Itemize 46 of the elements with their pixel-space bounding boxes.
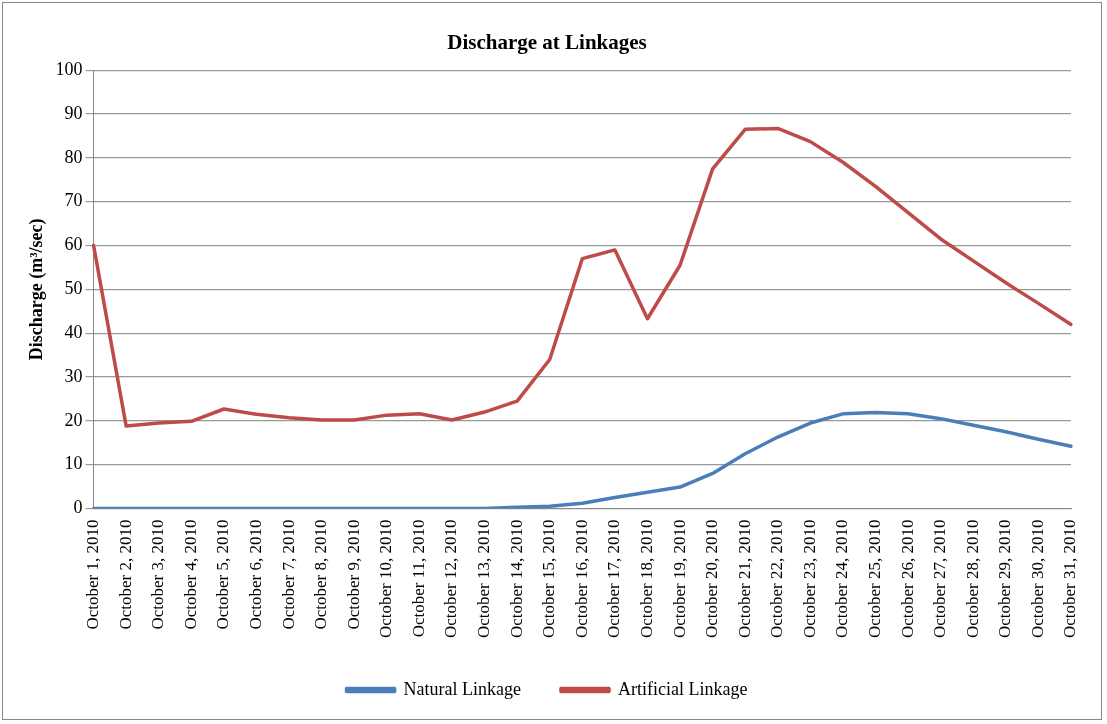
- x-tick-label: October 30, 2010: [1027, 519, 1047, 639]
- x-tick-label: October 3, 2010: [148, 519, 168, 630]
- x-tick-label: October 18, 2010: [636, 519, 656, 639]
- x-tick-label: October 9, 2010: [343, 519, 363, 630]
- x-tick-label: October 29, 2010: [995, 519, 1015, 639]
- x-tick-label: October 21, 2010: [734, 519, 754, 639]
- y-tick-label: 90: [64, 102, 83, 123]
- x-tick-label: October 4, 2010: [180, 519, 200, 630]
- y-tick-label: 80: [64, 146, 83, 167]
- x-tick-label: October 16, 2010: [571, 519, 591, 639]
- legend-label: Natural Linkage: [403, 678, 522, 699]
- y-tick-label: 70: [64, 190, 83, 211]
- x-tick-label: October 12, 2010: [441, 519, 461, 639]
- y-tick-label: 100: [55, 58, 83, 79]
- y-tick-label: 50: [64, 278, 83, 299]
- x-tick-label: October 7, 2010: [278, 519, 298, 630]
- x-tick-label: October 11, 2010: [408, 519, 428, 638]
- x-tick-label: October 14, 2010: [506, 519, 526, 639]
- x-tick-label: October 28, 2010: [962, 519, 982, 639]
- y-tick-label: 60: [64, 234, 83, 255]
- x-tick-label: October 1, 2010: [83, 519, 103, 630]
- x-tick-label: October 5, 2010: [213, 519, 233, 630]
- x-tick-label: October 26, 2010: [897, 519, 917, 639]
- legend-label: Artificial Linkage: [618, 678, 748, 699]
- y-tick-label: 20: [64, 409, 83, 430]
- y-axis-title: Discharge (m³/sec): [26, 218, 48, 361]
- x-tick-label: October 20, 2010: [702, 519, 722, 639]
- x-tick-label: October 27, 2010: [930, 519, 950, 639]
- chart-title: Discharge at Linkages: [447, 30, 647, 55]
- x-tick-label: October 31, 2010: [1060, 519, 1080, 639]
- x-tick-label: October 6, 2010: [245, 519, 265, 630]
- x-tick-label: October 24, 2010: [832, 519, 852, 639]
- x-tick-label: October 2, 2010: [115, 519, 135, 630]
- y-tick-label: 40: [64, 321, 83, 342]
- x-tick-label: October 10, 2010: [376, 519, 396, 639]
- x-tick-label: October 8, 2010: [311, 519, 331, 630]
- y-tick-label: 10: [64, 453, 83, 474]
- x-tick-label: October 17, 2010: [604, 519, 624, 639]
- x-tick-label: October 23, 2010: [799, 519, 819, 639]
- x-tick-label: October 13, 2010: [474, 519, 494, 639]
- y-tick-label: 30: [64, 365, 83, 386]
- y-tick-label: 0: [73, 497, 83, 518]
- x-tick-label: October 25, 2010: [864, 519, 884, 639]
- x-tick-label: October 19, 2010: [669, 519, 689, 639]
- x-tick-label: October 22, 2010: [767, 519, 787, 639]
- x-tick-label: October 15, 2010: [539, 519, 559, 639]
